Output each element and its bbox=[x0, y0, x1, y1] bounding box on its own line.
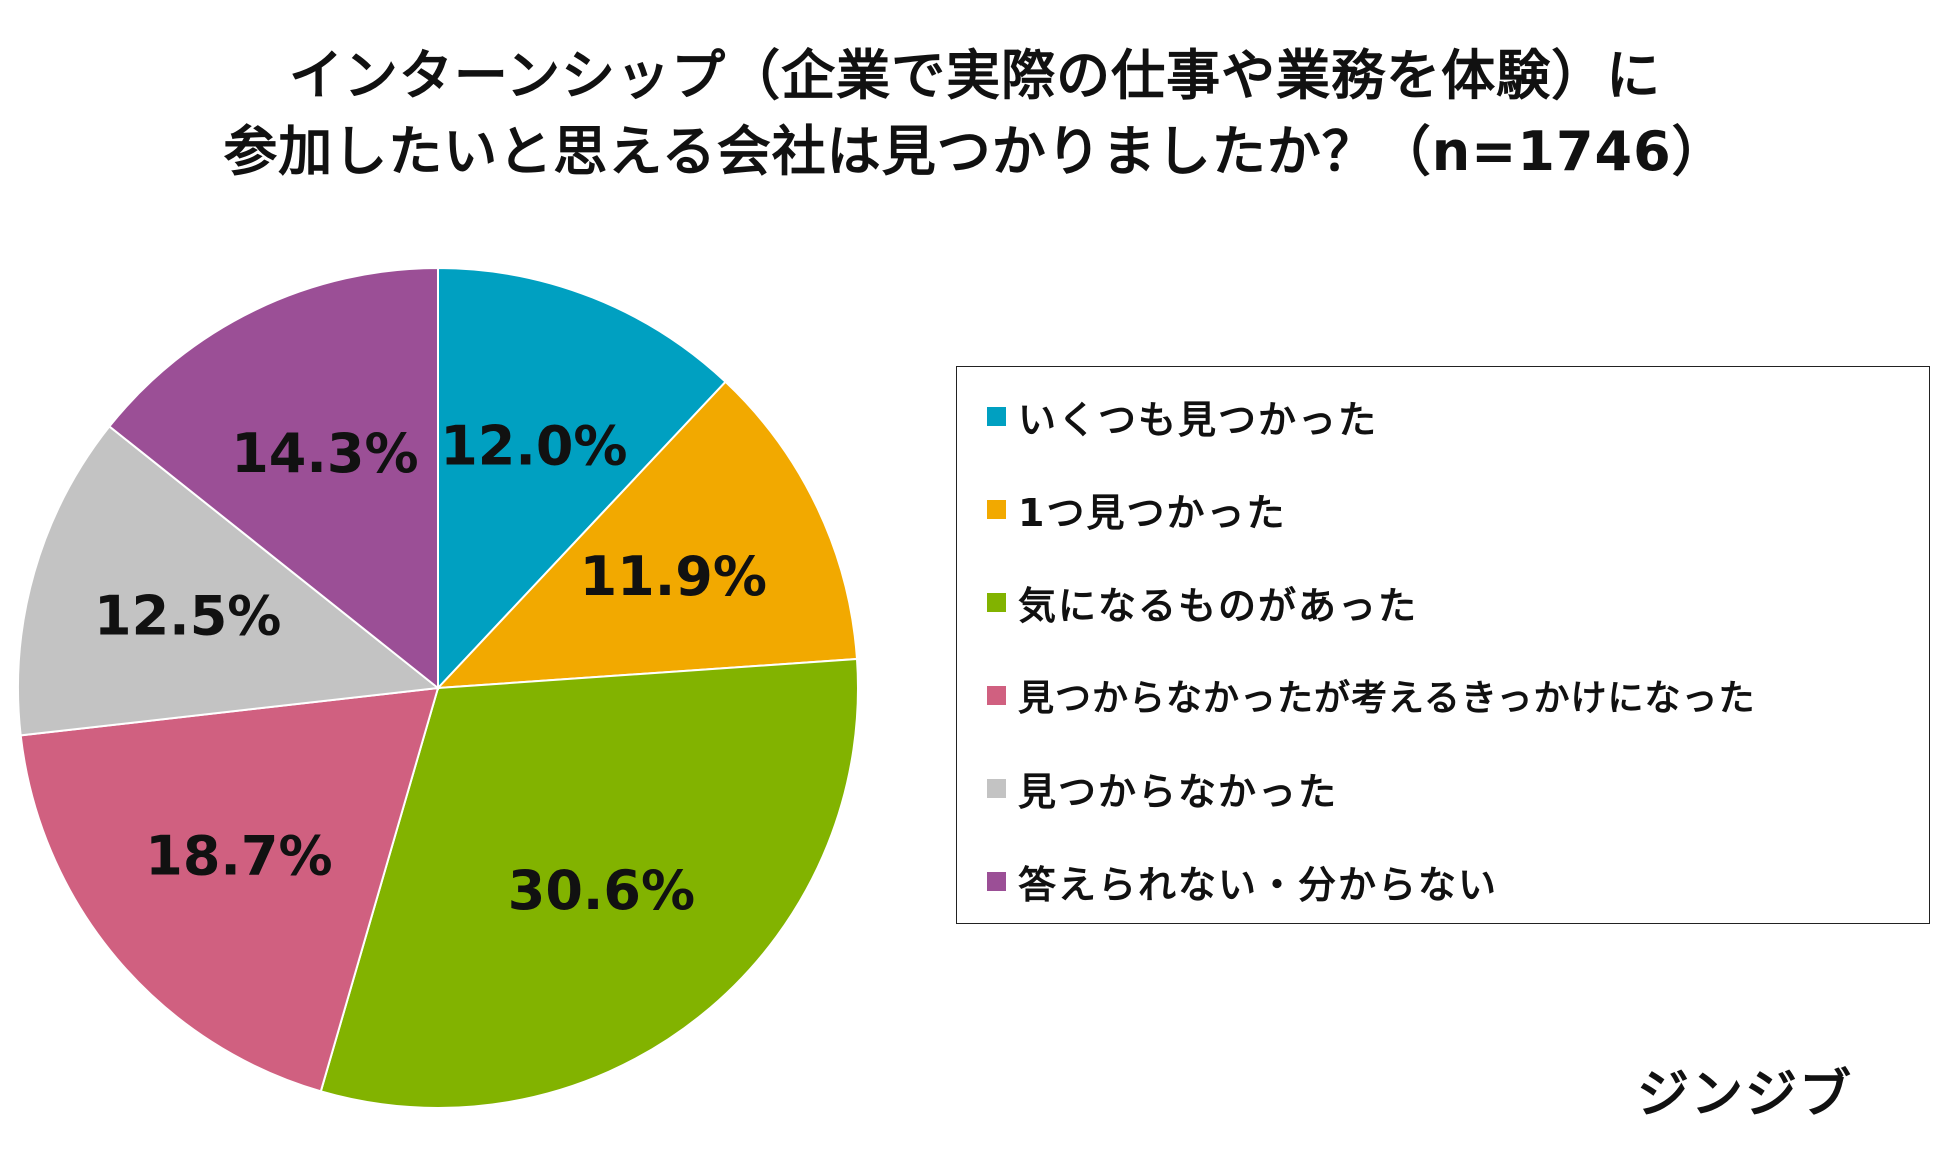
chart-title: インターンシップ（企業で実際の仕事や業務を体験）に 参加したいと思える会社は見つ… bbox=[0, 38, 1950, 190]
legend-item-2: 気になるものがあった bbox=[987, 572, 1418, 632]
legend-label-0: いくつも見つかった bbox=[1018, 397, 1379, 442]
legend-item-0: いくつも見つかった bbox=[987, 386, 1378, 446]
pie-slice-1 bbox=[435, 380, 859, 690]
pie-value-label-5: 14.3% bbox=[231, 422, 418, 485]
legend-swatch-0 bbox=[987, 406, 1006, 426]
legend-item-5: 答えられない・分からない bbox=[987, 851, 1498, 911]
legend-swatch-1 bbox=[987, 499, 1006, 519]
pie-value-labels: 12.0% 11.9% 30.6% 18.7% 12.5% 14.3% bbox=[94, 414, 767, 922]
legend-item-3: 見つからなかったが考えるきっかけになった bbox=[987, 665, 1755, 725]
chart-legend: いくつも見つかった 1つ見つかった 気になるものがあった 見つからなかったが考え… bbox=[956, 366, 1930, 924]
pie-value-label-3: 18.7% bbox=[145, 824, 332, 887]
legend-label-5: 答えられない・分からない bbox=[1018, 862, 1499, 907]
legend-swatch-4 bbox=[987, 778, 1006, 798]
pie-slice-2 bbox=[319, 657, 859, 1109]
pie-slice-0 bbox=[437, 266, 727, 691]
legend-label-4: 見つからなかった bbox=[1018, 769, 1339, 814]
pie-slice-3 bbox=[19, 686, 440, 1093]
pie-slices bbox=[17, 266, 859, 1109]
pie-value-label-2: 30.6% bbox=[508, 859, 695, 922]
legend-item-4: 見つからなかった bbox=[987, 758, 1338, 818]
pie-slice-4 bbox=[17, 425, 441, 737]
chart-title-line-1: インターンシップ（企業で実際の仕事や業務を体験）に bbox=[288, 44, 1662, 107]
chart-title-line-2: 参加したいと思える会社は見つかりましたか？（n=1746） bbox=[223, 120, 1727, 183]
pie-slice-5 bbox=[107, 266, 439, 691]
legend-label-1: 1つ見つかった bbox=[1018, 490, 1287, 535]
legend-swatch-2 bbox=[987, 592, 1006, 612]
pie-value-label-0: 12.0% bbox=[440, 414, 627, 477]
pie-value-label-1: 11.9% bbox=[580, 545, 767, 608]
legend-label-2: 気になるものがあった bbox=[1018, 583, 1419, 628]
legend-label-3: 見つからなかったが考えるきっかけになった bbox=[1018, 678, 1756, 719]
legend-swatch-3 bbox=[987, 685, 1006, 705]
pie-value-label-4: 12.5% bbox=[94, 585, 281, 648]
legend-swatch-5 bbox=[987, 871, 1006, 891]
legend-item-1: 1つ見つかった bbox=[987, 479, 1286, 539]
brand-logo: ジンジブ bbox=[1636, 1065, 1853, 1125]
